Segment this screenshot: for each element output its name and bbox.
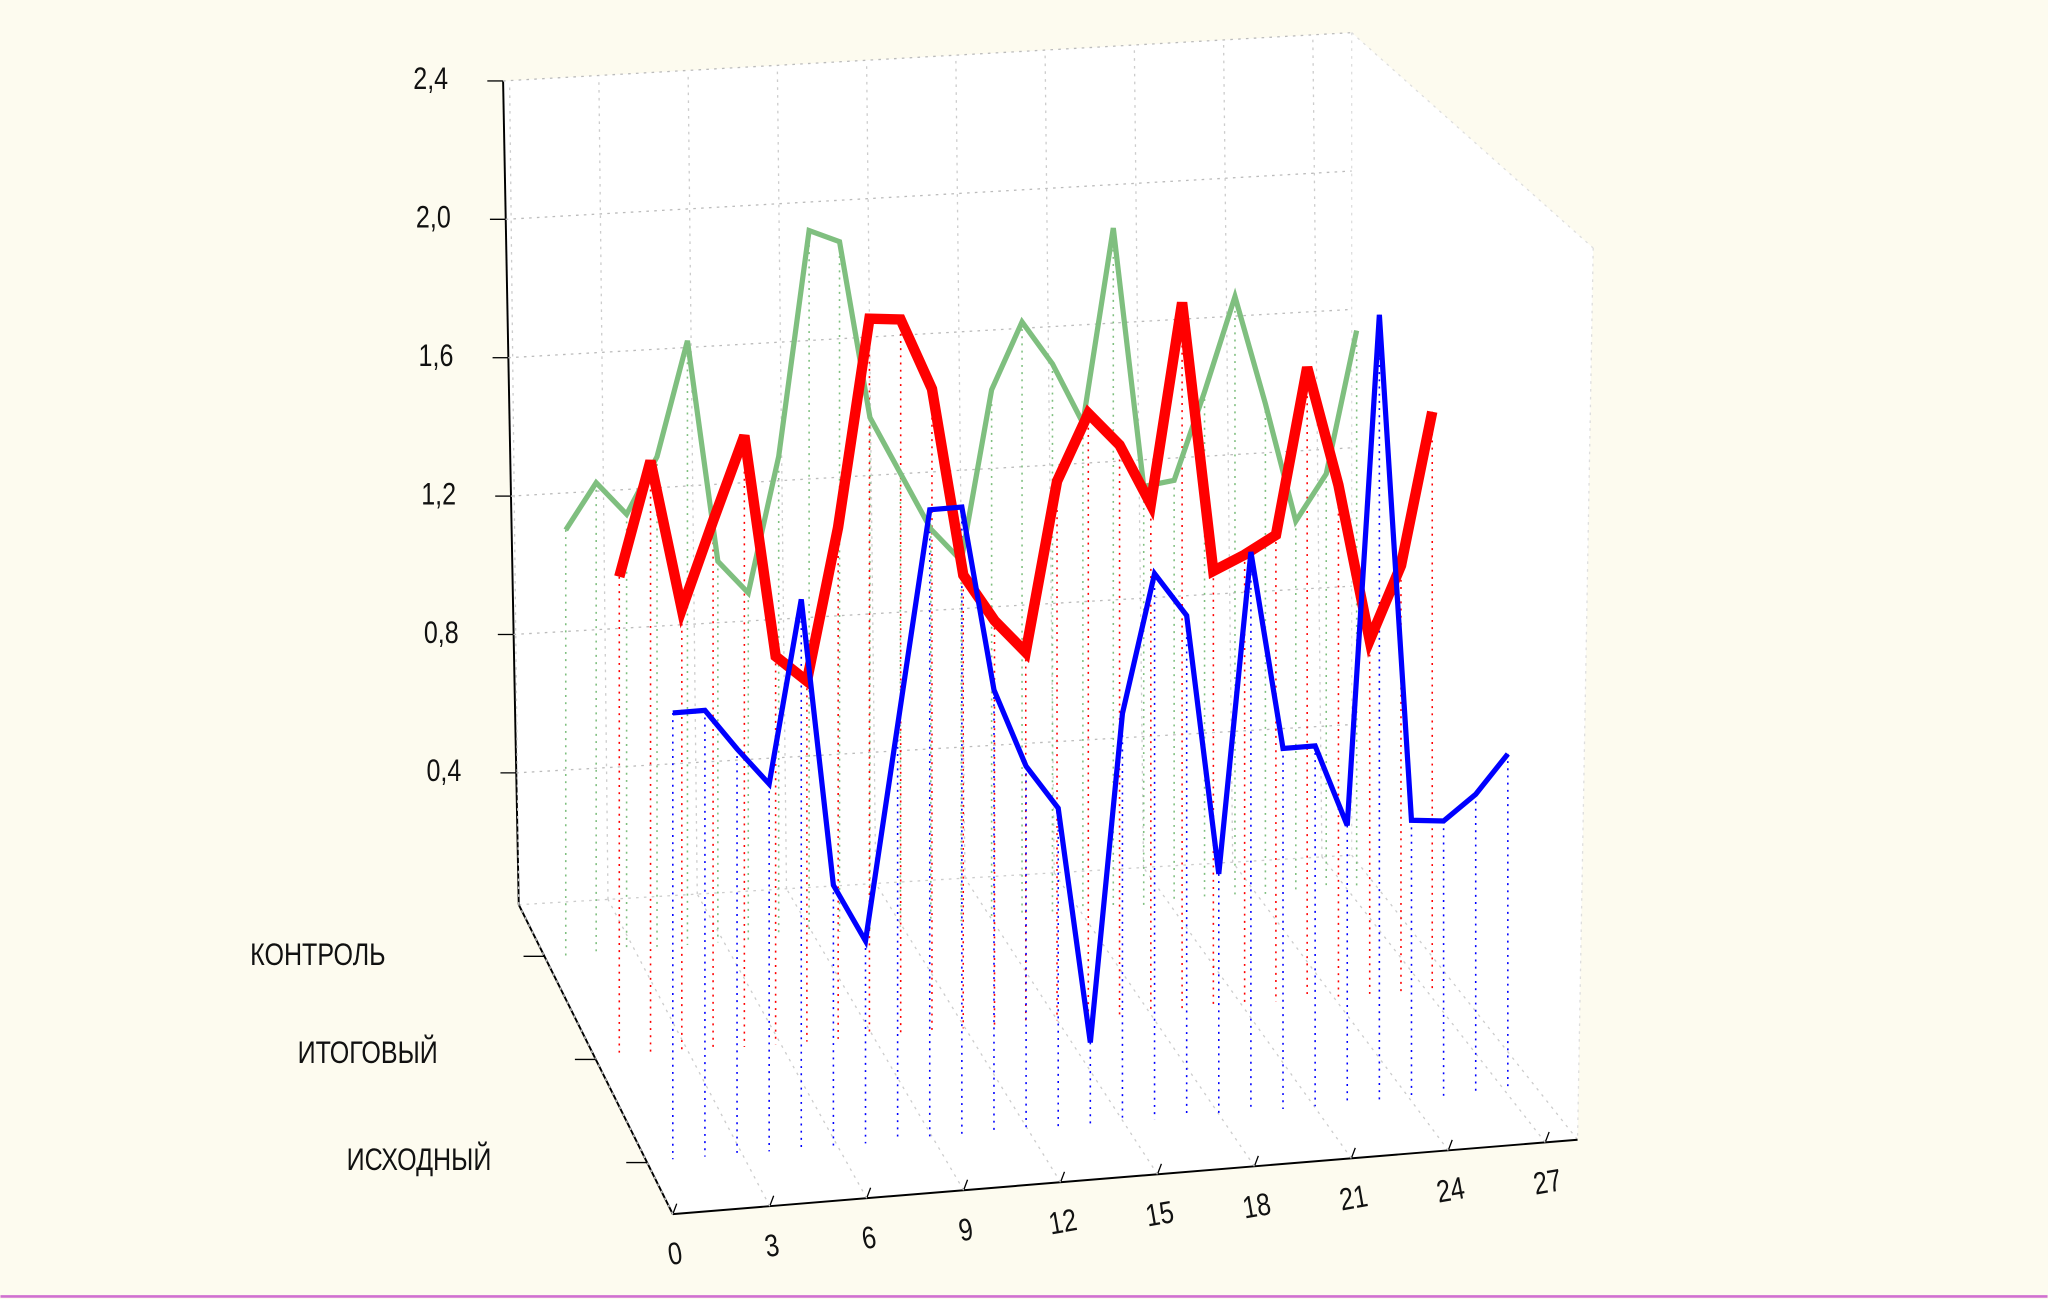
y-axis [502,80,520,905]
x-tick [1059,1171,1066,1183]
grid-line [785,888,965,1191]
x-tick-label: 27 [1531,1163,1565,1203]
x-tick-label: 9 [956,1212,976,1249]
x-tick-label: 24 [1434,1171,1468,1211]
x-tick-label: 12 [1046,1203,1080,1243]
grid-line [607,899,771,1207]
x-tick [1253,1155,1259,1167]
x-tick-label: 6 [859,1220,879,1257]
grid-line [505,170,1352,220]
y-tick-label: 0,4 [426,754,461,789]
grid-line [1232,861,1449,1151]
x-tick [1350,1147,1356,1159]
x-tick-label: 18 [1240,1187,1274,1227]
frame-edge [1351,854,1579,1141]
depth-label: ИСХОДНЫЙ [347,1143,492,1178]
grid-line [502,31,1352,82]
y-tick-label: 1,6 [419,338,454,373]
depth-label: КОНТРОЛЬ [250,938,385,973]
x-tick-label: 0 [665,1236,685,1273]
grid-line [513,585,1352,636]
x-tick-label: 21 [1337,1179,1371,1219]
y-tick-label: 2,4 [413,62,448,97]
x-tick [1447,1139,1453,1151]
x-tick [769,1195,775,1207]
x-tick-label: 15 [1143,1195,1177,1235]
series-line [672,314,1510,1043]
depth-label: ИТОГОВЫЙ [298,1036,438,1071]
x-axis [672,1138,1578,1216]
grid-line [696,893,868,1199]
x-tick [866,1187,872,1199]
grid-line [1142,867,1352,1159]
y-tick-label: 1,2 [421,477,456,512]
y-tick-label: 2,0 [416,200,451,235]
grid-line [516,723,1352,774]
x-tick [1156,1163,1163,1175]
x-tick [1544,1131,1550,1143]
frame-edge [518,854,1352,906]
y-tick-label: 0,8 [424,615,459,650]
series-line [614,301,1438,691]
grid-line [1321,856,1546,1143]
plot-area [503,32,1594,1215]
x-tick-label: 3 [762,1228,782,1265]
x-tick [672,1203,678,1215]
x-tick [963,1179,969,1191]
